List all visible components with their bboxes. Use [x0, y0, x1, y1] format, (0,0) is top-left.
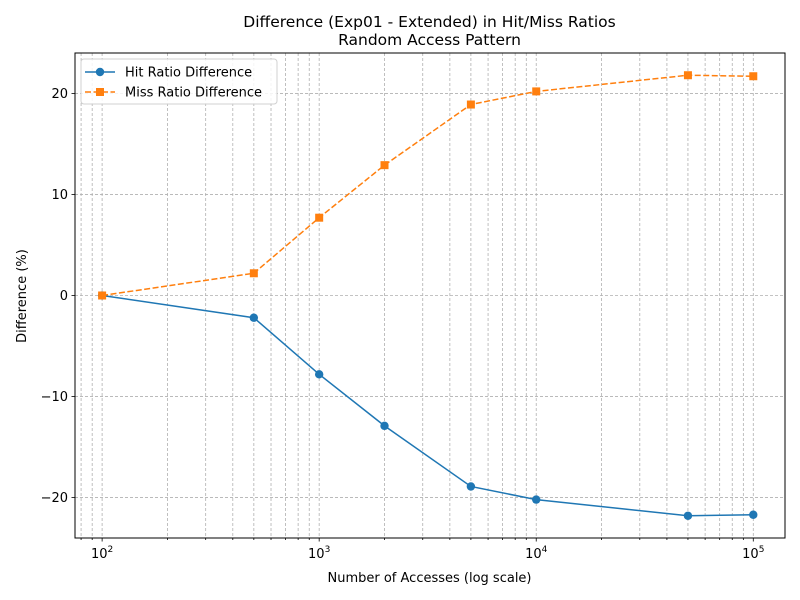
x-tick-label-base: 10: [525, 547, 542, 562]
data-point: [532, 87, 541, 96]
y-tick-label: 20: [51, 87, 68, 102]
legend-marker: [95, 67, 105, 77]
x-tick-label-exponent: 4: [542, 545, 548, 555]
chart-subtitle: Random Access Pattern: [338, 31, 521, 49]
x-tick-label-exponent: 2: [108, 545, 114, 555]
x-tick-label: 102: [91, 545, 113, 562]
data-point: [380, 421, 389, 431]
y-tick-label: −10: [41, 390, 68, 405]
data-point: [249, 269, 258, 278]
series-line-2: [102, 74, 754, 297]
series-line-1: [102, 294, 754, 517]
x-tick-label: 103: [308, 545, 330, 562]
legend-label: Miss Ratio Difference: [125, 86, 262, 101]
data-point: [380, 161, 389, 170]
data-point: [314, 370, 324, 379]
y-axis-label: Difference (%): [15, 249, 30, 343]
data-point: [466, 100, 475, 109]
legend-label: Hit Ratio Difference: [125, 66, 252, 81]
y-tick-label: −20: [41, 491, 68, 506]
data-point: [749, 510, 758, 519]
data-point: [466, 482, 476, 491]
x-tick-label-base: 10: [308, 547, 325, 562]
data-point: [683, 511, 693, 520]
y-tick-label: 0: [60, 289, 68, 304]
x-tick-label: 104: [525, 545, 548, 562]
x-tick-label: 105: [742, 545, 764, 562]
grid-lines: [75, 53, 785, 538]
x-tick-label-base: 10: [742, 547, 759, 562]
legend: Hit Ratio Difference Miss Ratio Differenc…: [80, 58, 278, 105]
data-point: [315, 213, 324, 222]
data-point: [98, 291, 107, 300]
data-point: [249, 313, 259, 322]
chart-title: Difference (Exp01 - Extended) in Hit/Mis…: [243, 13, 615, 31]
x-tick-label-base: 10: [91, 547, 108, 562]
y-tick-label: 10: [51, 188, 68, 203]
legend-box: [80, 58, 278, 105]
data-point: [683, 71, 692, 80]
x-tick-label-exponent: 5: [759, 545, 765, 555]
data-point: [532, 495, 541, 504]
x-tick-label-exponent: 3: [325, 545, 331, 555]
series-layer: [97, 71, 758, 520]
data-point: [749, 72, 758, 81]
x-axis-label: Number of Accesses (log scale): [327, 571, 531, 586]
legend-marker: [96, 88, 104, 96]
